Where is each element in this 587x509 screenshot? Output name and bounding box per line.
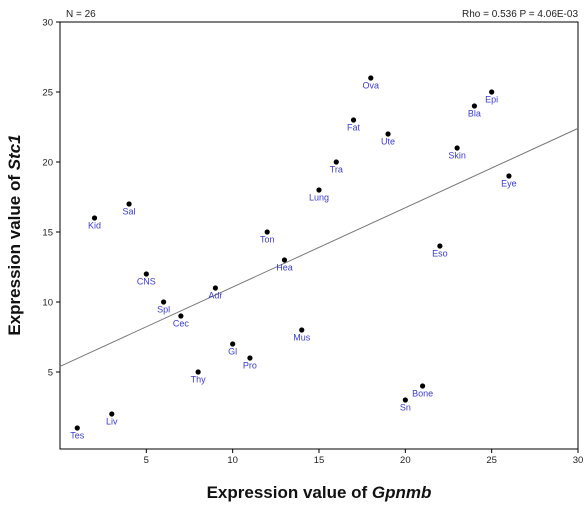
- point-label: Epi: [485, 95, 498, 105]
- y-tick-label: 15: [42, 228, 53, 239]
- point-label: Ova: [363, 81, 380, 91]
- x-axis-gene: Gpnmb: [372, 483, 432, 502]
- point-label: Adr: [208, 291, 222, 301]
- point-label: Tes: [70, 431, 85, 441]
- y-tick-label: 10: [42, 298, 53, 309]
- y-tick-label: 25: [42, 88, 53, 99]
- data-point: [333, 159, 339, 165]
- x-tick-label: 10: [227, 455, 238, 466]
- point-label: Bone: [412, 389, 433, 399]
- point-label: Thy: [191, 375, 207, 385]
- data-point: [109, 411, 115, 417]
- point-label: Eso: [432, 249, 448, 259]
- x-axis-title: Expression value of Gpnmb: [207, 483, 432, 502]
- point-label: Tra: [330, 165, 343, 175]
- x-axis-ticks: 5 10 15 20 25 30: [144, 449, 584, 466]
- point-label: Spl: [157, 305, 170, 315]
- y-tick-label: 20: [42, 158, 53, 169]
- x-tick-label: 30: [573, 455, 584, 466]
- y-tick-label: 5: [48, 368, 53, 379]
- data-point: [420, 383, 426, 389]
- data-point: [195, 369, 201, 375]
- point-label: Mus: [293, 333, 311, 343]
- data-point: [161, 299, 167, 305]
- data-point: [506, 173, 512, 179]
- y-axis-title-prefix: Expression value of: [5, 170, 24, 335]
- sample-count: N = 26: [66, 9, 96, 20]
- point-label: Bla: [468, 109, 481, 119]
- data-point: [402, 397, 408, 403]
- data-point: [316, 187, 322, 193]
- point-label: Ute: [381, 137, 395, 147]
- data-point: [74, 425, 80, 431]
- point-label: Ton: [260, 235, 275, 245]
- data-point: [91, 215, 98, 221]
- regression-line: [59, 127, 579, 367]
- data-point: [489, 89, 495, 95]
- data-point: [281, 257, 288, 263]
- y-axis-ticks: 5 10 15 20 25 30: [42, 18, 60, 379]
- data-point: [385, 131, 391, 137]
- data-point: [454, 145, 460, 151]
- x-tick-label: 25: [486, 455, 497, 466]
- point-label: Hea: [276, 263, 293, 273]
- data-point: [126, 201, 132, 207]
- x-tick-label: 5: [144, 455, 149, 466]
- data-point: [437, 243, 443, 249]
- x-tick-label: 15: [314, 455, 325, 466]
- y-axis-title: Expression value of Stc1: [5, 134, 24, 335]
- point-label: Liv: [106, 417, 118, 427]
- point-label: Sal: [123, 207, 136, 217]
- plot-frame: [59, 21, 579, 450]
- x-axis-title-prefix: Expression value of: [207, 483, 372, 502]
- data-point: [212, 285, 218, 291]
- point-label: Fat: [347, 123, 361, 133]
- y-tick-label: 30: [42, 18, 53, 29]
- data-point: [264, 229, 270, 235]
- correlation-stats: Rho = 0.536 P = 4.06E-03: [462, 9, 578, 20]
- x-tick-label: 20: [400, 455, 411, 466]
- data-point: [230, 341, 236, 347]
- point-label: Lung: [309, 193, 329, 203]
- data-point: [368, 75, 374, 81]
- point-label: Sn: [400, 403, 411, 413]
- point-label: CNS: [137, 277, 156, 287]
- data-point: [247, 355, 253, 361]
- point-label: Kid: [88, 221, 101, 231]
- data-point: [299, 327, 305, 333]
- point-label: Skin: [448, 151, 466, 161]
- data-point: [350, 117, 357, 123]
- data-point: [143, 271, 149, 277]
- y-axis-gene: Stc1: [5, 134, 24, 170]
- data-point: [471, 103, 477, 109]
- data-point: [178, 313, 184, 319]
- point-label: Gl: [228, 347, 237, 357]
- point-label: Eye: [501, 179, 517, 189]
- point-label: Pro: [243, 361, 257, 371]
- point-label: Cec: [173, 319, 190, 329]
